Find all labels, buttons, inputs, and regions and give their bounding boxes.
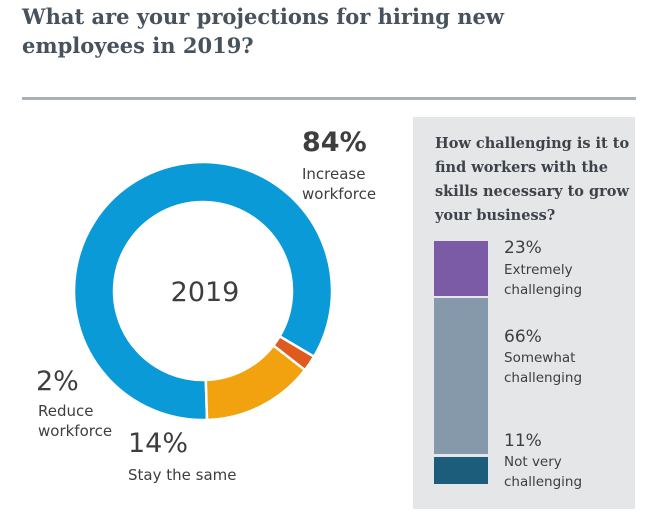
increase-workforce-percent: 84% bbox=[302, 127, 367, 158]
reduce-workforce-text: Reduce workforce bbox=[38, 402, 113, 440]
bar-segment-extremely bbox=[434, 241, 488, 296]
bar-segment-not-very bbox=[434, 457, 488, 484]
somewhat-percent: 66% bbox=[504, 327, 542, 347]
extremely-percent: 23% bbox=[504, 238, 542, 258]
donut-chart bbox=[72, 160, 334, 422]
not-very-label: Not very challenging bbox=[504, 454, 583, 490]
somewhat-label: Somewhat challenging bbox=[504, 350, 583, 386]
page-title: What are your projections for hiring new… bbox=[22, 4, 504, 58]
donut-slice-stay-the-same bbox=[204, 343, 307, 422]
reduce-workforce-percent: 2% bbox=[36, 366, 79, 397]
increase-workforce-text: Increase workforce bbox=[302, 165, 377, 203]
title-divider bbox=[22, 97, 636, 100]
reduce-workforce-label: Reduce workforce bbox=[38, 401, 112, 441]
stay-same-percent: 14% bbox=[128, 428, 189, 459]
skills-challenge-question: How challenging is it to find workers wi… bbox=[435, 135, 630, 224]
stay-same-label: Stay the same bbox=[128, 466, 237, 484]
bar-segment-somewhat bbox=[434, 298, 488, 454]
not-very-percent: 11% bbox=[504, 431, 542, 451]
donut-slice-increase-workforce bbox=[72, 160, 334, 422]
donut-center-year: 2019 bbox=[170, 277, 240, 308]
increase-workforce-label: Increase workforce bbox=[302, 164, 376, 204]
extremely-label: Extremely challenging bbox=[504, 262, 583, 298]
